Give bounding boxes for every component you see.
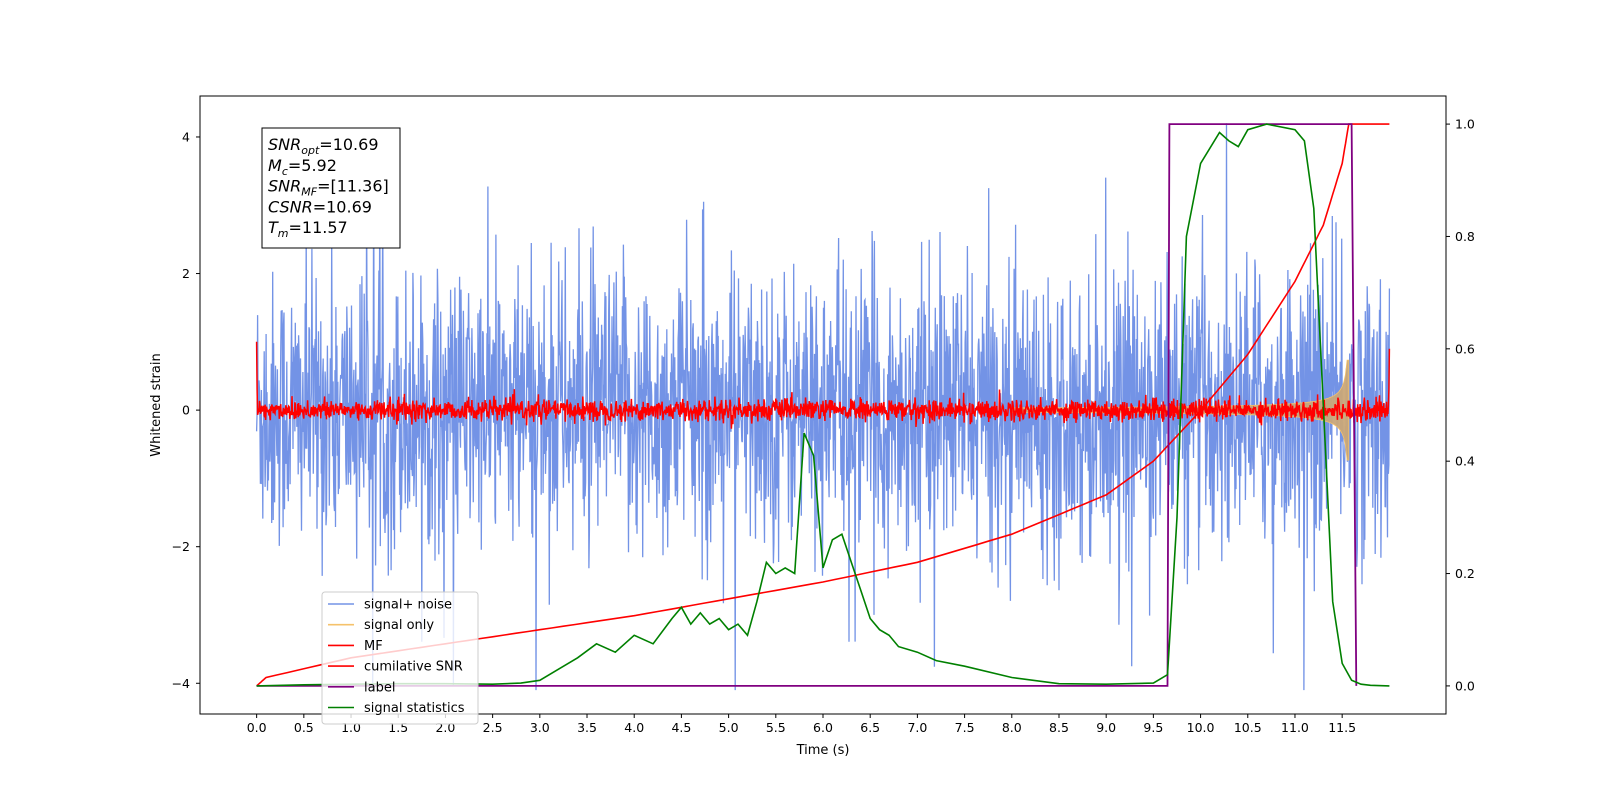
y-tick-left-label: 4 [182, 129, 190, 144]
info-box: SNRopt=10.69Mc=5.92SNRMF=[11.36]CSNR=10.… [261, 127, 401, 249]
x-tick-label: 6.5 [860, 720, 880, 735]
x-tick-label: 11.5 [1328, 720, 1356, 735]
legend-label: signal only [364, 618, 434, 633]
y-tick-right-label: 0.6 [1455, 341, 1475, 356]
y-tick-right-label: 0.8 [1455, 229, 1475, 244]
x-tick-label: 3.0 [530, 720, 550, 735]
y-tick-left-label: −4 [172, 676, 190, 691]
y-axis-left: 4 2 0 −2 −4 [172, 129, 200, 691]
y-axis-right: 1.0 0.8 0.6 0.4 0.2 0.0 [1446, 117, 1475, 693]
series-signal-noise [255, 123, 1391, 691]
y-tick-right-label: 0.4 [1455, 454, 1475, 469]
legend-label: cumilative SNR [364, 660, 463, 675]
legend-label: label [364, 680, 395, 695]
y-tick-left-label: 0 [182, 403, 190, 418]
x-tick-label: 0.0 [247, 720, 267, 735]
x-tick-label: 9.0 [1096, 720, 1116, 735]
y-tick-left-label: −2 [172, 539, 190, 554]
info-line-tm: Tm=11.57 [268, 218, 348, 240]
x-axis-label: Time (s) [796, 743, 850, 758]
y-tick-right-label: 0.0 [1455, 678, 1475, 693]
legend-label: signal statistics [364, 701, 465, 716]
y-tick-right-label: 1.0 [1455, 117, 1475, 132]
y-tick-right-label: 0.2 [1455, 566, 1475, 581]
x-tick-label: 6.0 [813, 720, 833, 735]
legend-label: MF [364, 639, 383, 654]
series-signal-statistics [256, 123, 1390, 687]
x-tick-label: 8.5 [1049, 720, 1069, 735]
x-tick-label: 0.5 [294, 720, 314, 735]
x-tick-label: 10.0 [1187, 720, 1215, 735]
x-tick-label: 3.5 [577, 720, 597, 735]
series-label [256, 123, 1358, 687]
x-tick-label: 8.0 [1002, 720, 1022, 735]
y-axis-label: Whitened strain [149, 353, 164, 456]
x-tick-label: 7.5 [955, 720, 975, 735]
x-tick-label: 10.5 [1234, 720, 1262, 735]
info-box-frame [261, 127, 401, 249]
x-tick-label: 9.5 [1143, 720, 1163, 735]
x-tick-label: 11.0 [1281, 720, 1309, 735]
x-tick-label: 5.0 [719, 720, 739, 735]
info-line-mc: Mc=5.92 [268, 156, 337, 178]
x-tick-label: 7.0 [907, 720, 927, 735]
x-tick-label: 4.5 [671, 720, 691, 735]
x-tick-label: 5.5 [766, 720, 786, 735]
info-line-csnr: CSNR=10.69 [268, 197, 372, 216]
legend: signal+ noise signal only MF cumilative SNR… [321, 591, 479, 725]
y-tick-left-label: 2 [182, 266, 190, 281]
legend-label: signal+ noise [364, 598, 452, 613]
plot-area [255, 123, 1391, 691]
info-line-snr-mf: SNRMF=[11.36] [268, 177, 389, 199]
x-tick-label: 4.0 [624, 720, 644, 735]
legend-frame [321, 591, 479, 725]
info-line-snr-opt: SNRopt=10.69 [268, 135, 379, 157]
x-tick-label: 2.5 [483, 720, 503, 735]
